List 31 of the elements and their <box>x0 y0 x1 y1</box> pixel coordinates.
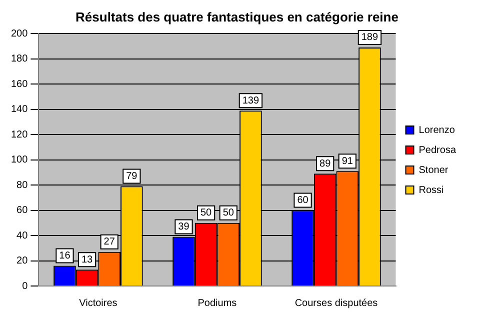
y-tick-label: 0 <box>22 280 28 292</box>
y-tick-label: 80 <box>16 180 28 191</box>
y-tick-label: 140 <box>10 104 28 116</box>
data-label: 50 <box>222 208 234 219</box>
data-label: 91 <box>342 156 354 167</box>
data-label: 50 <box>200 208 212 219</box>
y-tick-label: 40 <box>16 230 28 242</box>
data-label: 16 <box>59 250 71 262</box>
data-label: 39 <box>178 222 190 233</box>
data-label: 60 <box>297 195 309 206</box>
x-tick-label: Courses disputées <box>294 298 378 309</box>
y-tick-label: 120 <box>10 129 28 140</box>
data-label: 139 <box>242 95 260 106</box>
y-tick-label: 60 <box>16 205 28 216</box>
y-tick-label: 100 <box>10 154 28 166</box>
data-label: 189 <box>361 32 378 44</box>
legend-label: Stoner <box>418 164 449 176</box>
data-label: 89 <box>320 158 332 170</box>
x-tick-label: Victoires <box>79 298 118 309</box>
data-label: 27 <box>104 236 116 248</box>
legend-label: Pedrosa <box>418 144 456 156</box>
x-tick-label: Podiums <box>198 298 237 309</box>
y-tick-label: 200 <box>10 28 28 40</box>
data-label: 13 <box>81 254 94 266</box>
legend-label: Lorenzo <box>418 124 456 136</box>
y-tick-label: 180 <box>10 54 28 65</box>
y-tick-label: 160 <box>10 78 28 90</box>
y-tick-label: 20 <box>16 256 28 267</box>
legend-label: Rossi <box>418 184 444 196</box>
chart-title: Résultats des quatre fantastiques en catégorie reine <box>76 9 398 24</box>
data-label: 79 <box>126 171 138 182</box>
